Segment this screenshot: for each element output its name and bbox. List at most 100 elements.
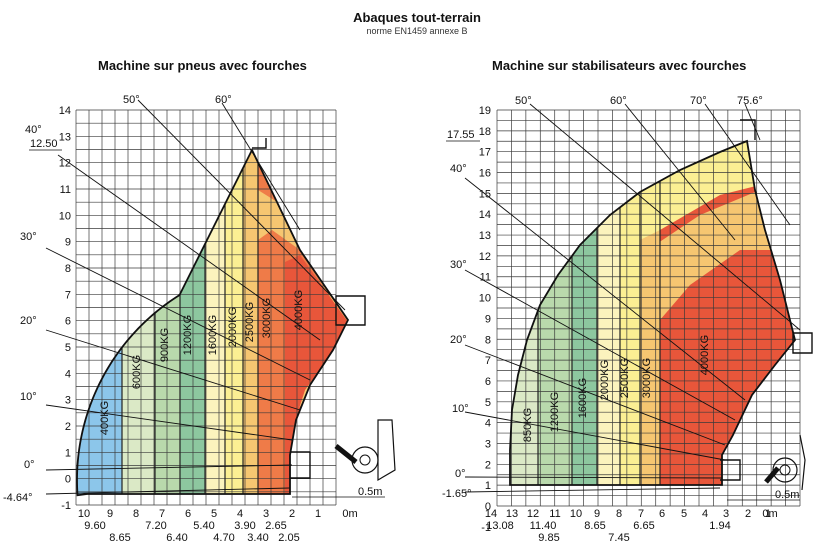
y-tick-label: 10	[479, 293, 491, 305]
boom-angle-line	[45, 404, 293, 441]
load-zone-label: 2000KG	[599, 360, 611, 400]
y-tick-label: 2	[485, 459, 491, 471]
boom-angle-line	[464, 269, 736, 421]
load-zone-mid_green	[155, 150, 180, 496]
y-tick-label: 13	[59, 131, 71, 143]
right-load-chart: 50° 60° 70° 75.6° 40° 30° 20° 10° 0° -1.65° 17.55 1…	[442, 95, 813, 544]
angle-label: 10°	[20, 391, 37, 403]
x-subtick-label: 9.85	[538, 532, 559, 544]
y-tick-label: 1	[65, 447, 71, 459]
angle-label: 50°	[123, 94, 140, 106]
x-tick-label: 1	[765, 508, 771, 520]
x-tick-label: 3	[723, 508, 729, 520]
machine-silhouette	[764, 434, 806, 491]
angle-label: 10°	[452, 403, 469, 415]
y-tick-label: 11	[60, 184, 71, 196]
x-subtick-label: 1.94	[709, 520, 730, 532]
x-tick-label: 8	[616, 508, 622, 520]
load-zone-green	[180, 150, 205, 496]
x-subtick-label: 6.65	[633, 520, 654, 532]
load-zone-label: 2500KG	[619, 358, 631, 398]
x-tick-label: 8	[133, 508, 139, 520]
load-zone-label: 2500KG	[244, 302, 256, 342]
y-tick-label: 18	[479, 126, 491, 138]
load-zone-label: 4000KG	[699, 335, 711, 375]
angle-label: 0°	[24, 459, 35, 471]
boom-angle-line	[464, 411, 726, 461]
load-zone-label: 900KG	[159, 328, 171, 362]
x-tick-label: 3	[263, 508, 269, 520]
load-zone-label: 3000KG	[641, 358, 653, 398]
y-tick-label: 16	[479, 168, 491, 180]
y-tick-label: 0	[485, 501, 491, 513]
right-envelope-outline	[509, 139, 796, 486]
y-tick-label: 3	[65, 395, 71, 407]
x-subtick-label: 3.90	[234, 520, 255, 532]
boom-angle-line	[45, 247, 311, 381]
left-angle-lines	[45, 99, 346, 495]
x-subtick-label: 7.45	[608, 532, 629, 544]
load-zone-step-1	[620, 141, 795, 250]
y-tick-label: 7	[485, 355, 491, 367]
load-zone-light_yellow	[597, 141, 620, 485]
x-tick-label: 5	[211, 508, 217, 520]
x-tick-label: 2	[289, 508, 295, 520]
boom-angle-line	[45, 464, 293, 471]
angle-label: 40°	[25, 124, 42, 136]
x-tick-label: 0m	[762, 508, 777, 520]
x-tick-label: 6	[185, 508, 191, 520]
y-tick-label: 15	[479, 188, 491, 200]
y-tick-label: -1	[61, 500, 71, 512]
y-tick-label: 4	[65, 368, 71, 380]
left-zones	[77, 150, 348, 496]
x-tick-label: 4	[702, 508, 708, 520]
machine-boom	[764, 466, 780, 484]
y-tick-label: 4	[485, 418, 491, 430]
boom-angle-line	[744, 103, 761, 141]
x-tick-label: 11	[549, 508, 560, 520]
x-tick-label: 7	[638, 508, 644, 520]
x-tick-label: 12	[527, 508, 539, 520]
angle-label: 30°	[20, 231, 37, 243]
y-tick-label: -1	[481, 522, 491, 534]
boom-angle-line	[45, 329, 301, 411]
machine-hub	[359, 454, 371, 466]
machine-cab	[377, 419, 396, 482]
load-zone-yellow	[620, 141, 640, 485]
load-zone-label: 2000KG	[227, 307, 239, 347]
x-tick-label: 1	[315, 508, 321, 520]
x-tick-label: 10	[570, 508, 582, 520]
load-zone-label: 850KG	[522, 408, 534, 442]
load-zone-light_yellow	[205, 150, 225, 496]
y-tick-label: 8	[485, 334, 491, 346]
max-height-label: 17.55	[447, 129, 475, 141]
angle-label: 20°	[450, 334, 467, 346]
x-subtick-label: 6.40	[166, 532, 187, 544]
y-tick-label: 11	[480, 272, 491, 284]
y-tick-label: 17	[479, 147, 491, 159]
x-tick-label: 5	[681, 508, 687, 520]
x-subtick-label: 2.65	[265, 520, 286, 532]
y-tick-label: 5	[485, 397, 491, 409]
x-tick-label: 10	[78, 508, 90, 520]
angle-label: 75.6°	[737, 95, 763, 107]
x-subtick-label: 13.08	[486, 520, 514, 532]
boom-angle-line	[137, 99, 346, 311]
x-tick-label: 7	[159, 508, 165, 520]
page-title: Abaques tout-terrain	[353, 10, 481, 25]
x-tick-label: 4	[237, 508, 243, 520]
left-chart-title: Machine sur pneus avec fourches	[98, 58, 307, 73]
angle-label: 30°	[450, 259, 467, 271]
x-subtick-label: 7.20	[145, 520, 166, 532]
load-zone-label: 1600KG	[207, 315, 219, 355]
y-tick-label: 6	[485, 376, 491, 388]
y-tick-label: 2	[65, 421, 71, 433]
load-zone-label: 1200KG	[182, 315, 194, 355]
x-tick-label: 9	[594, 508, 600, 520]
x-subtick-label: 8.65	[109, 532, 130, 544]
load-zone-step-3	[285, 255, 348, 470]
y-tick-label: 8	[65, 263, 71, 275]
y-tick-label: 9	[65, 237, 71, 249]
x-tick-label: 0m	[342, 508, 357, 520]
